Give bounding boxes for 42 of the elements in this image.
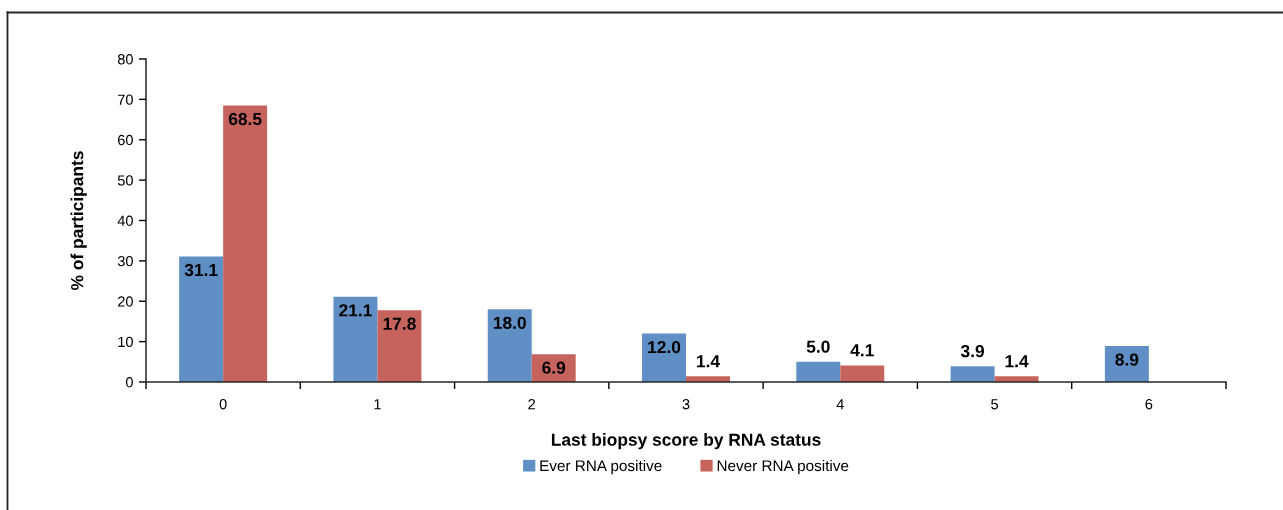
x-tick-label: 4 — [836, 399, 844, 410]
data-label: 4.1 — [850, 344, 874, 357]
bar — [1104, 346, 1149, 382]
data-label: 17.8 — [383, 317, 416, 330]
y-tick-label: 0 — [125, 377, 133, 388]
data-label: 5.0 — [806, 340, 830, 353]
y-tick-label: 10 — [118, 336, 133, 348]
bar — [840, 365, 885, 382]
x-tick-label: 3 — [682, 399, 690, 410]
x-tick-label: 6 — [1145, 399, 1153, 410]
x-tick-label: 5 — [991, 399, 999, 410]
y-tick-label: 50 — [117, 175, 133, 186]
x-tick-label: 1 — [374, 399, 381, 410]
data-label: 1.4 — [1005, 355, 1029, 368]
x-tick-label: 2 — [528, 399, 536, 410]
bar — [333, 296, 378, 382]
data-label: 12.0 — [648, 340, 681, 354]
data-label: 68.5 — [228, 112, 262, 126]
y-tick-label: 70 — [118, 94, 133, 105]
bar — [487, 309, 532, 382]
bar — [377, 310, 422, 382]
y-tick-label: 40 — [117, 215, 133, 226]
data-label: 1.4 — [697, 355, 720, 368]
bar — [950, 366, 995, 382]
data-label: 31.1 — [184, 263, 218, 277]
bar — [796, 361, 841, 382]
y-tick-label: 60 — [118, 134, 133, 146]
x-axis-title: Last biopsy score by RNA status — [551, 433, 821, 450]
x-tick-label: 0 — [219, 399, 227, 410]
data-label: 6.9 — [542, 361, 566, 374]
data-label: 3.9 — [960, 344, 985, 358]
data-label: 8.9 — [1115, 353, 1139, 366]
bar — [223, 105, 268, 382]
data-label: 21.1 — [339, 304, 372, 317]
bar — [179, 256, 224, 382]
y-tick-label: 80 — [117, 54, 133, 65]
data-label: 18.0 — [493, 316, 526, 330]
y-tick-label: 20 — [118, 296, 133, 307]
y-tick-label: 30 — [117, 255, 133, 267]
legend-label: Never RNA positive — [717, 459, 849, 475]
legend-label: Ever RNA positive — [540, 459, 662, 475]
y-axis-title: % of participants — [70, 151, 87, 290]
